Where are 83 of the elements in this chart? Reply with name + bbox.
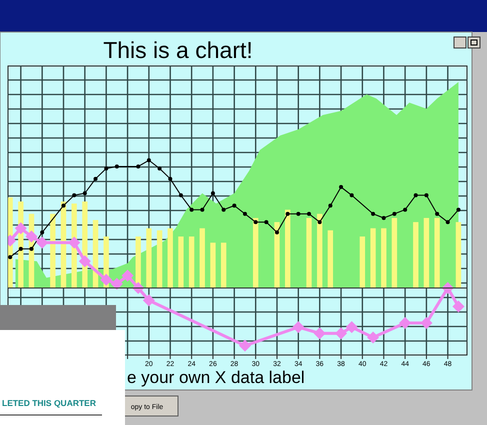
point bbox=[286, 212, 290, 216]
point bbox=[68, 236, 80, 249]
point bbox=[371, 212, 376, 216]
point bbox=[382, 216, 386, 220]
point bbox=[392, 212, 396, 216]
bar bbox=[178, 236, 184, 288]
point bbox=[8, 255, 12, 260]
point bbox=[456, 208, 460, 212]
bar bbox=[413, 222, 418, 288]
bar bbox=[210, 242, 216, 288]
point bbox=[168, 176, 172, 181]
point bbox=[318, 220, 322, 224]
text: LETED THIS QUARTER bbox=[2, 398, 96, 408]
point bbox=[314, 327, 326, 340]
bar bbox=[434, 218, 440, 288]
point bbox=[424, 193, 428, 198]
bar bbox=[306, 218, 312, 288]
point bbox=[36, 236, 48, 249]
bar bbox=[274, 222, 280, 288]
point bbox=[114, 164, 119, 168]
point bbox=[307, 212, 312, 216]
point bbox=[200, 208, 204, 212]
point bbox=[94, 176, 98, 181]
point bbox=[339, 185, 344, 190]
point bbox=[122, 270, 134, 282]
bar bbox=[381, 228, 386, 288]
point bbox=[238, 340, 251, 352]
point bbox=[403, 208, 408, 212]
point bbox=[296, 212, 300, 216]
point bbox=[210, 191, 215, 196]
bar bbox=[156, 230, 162, 288]
bar bbox=[252, 218, 258, 288]
point bbox=[232, 204, 236, 208]
point bbox=[18, 246, 23, 251]
bar bbox=[456, 222, 462, 288]
point bbox=[292, 321, 304, 334]
point bbox=[25, 230, 38, 242]
point bbox=[72, 193, 76, 198]
bar bbox=[50, 214, 56, 288]
chart-title: This is a chart! bbox=[103, 37, 253, 63]
point bbox=[328, 204, 332, 208]
x-axis-title: e your own X data label bbox=[127, 368, 305, 387]
point bbox=[367, 331, 380, 344]
point bbox=[100, 274, 112, 286]
point bbox=[104, 166, 108, 171]
bar bbox=[317, 214, 322, 288]
point bbox=[452, 300, 464, 313]
point bbox=[14, 222, 27, 234]
point bbox=[146, 158, 151, 162]
bar bbox=[424, 218, 430, 288]
point bbox=[82, 191, 87, 196]
point bbox=[136, 164, 140, 168]
bar bbox=[146, 228, 152, 288]
bar bbox=[328, 230, 334, 288]
bar bbox=[392, 218, 398, 288]
point bbox=[435, 212, 440, 216]
point bbox=[78, 255, 91, 268]
point bbox=[40, 230, 44, 234]
bar bbox=[60, 201, 66, 288]
point bbox=[414, 193, 418, 198]
bar bbox=[168, 228, 173, 288]
point bbox=[29, 246, 34, 251]
point bbox=[335, 327, 348, 340]
point bbox=[346, 321, 358, 334]
bar bbox=[370, 228, 376, 288]
point bbox=[222, 208, 226, 212]
bar bbox=[285, 210, 290, 288]
point bbox=[190, 208, 194, 212]
bar bbox=[360, 236, 366, 288]
point bbox=[178, 193, 183, 198]
point bbox=[242, 212, 247, 216]
bar bbox=[220, 242, 226, 288]
point bbox=[274, 230, 279, 234]
point bbox=[62, 204, 66, 208]
point bbox=[350, 193, 354, 198]
point bbox=[254, 220, 258, 224]
point bbox=[142, 294, 155, 306]
point bbox=[110, 278, 123, 290]
point bbox=[446, 220, 450, 224]
bar bbox=[200, 228, 205, 288]
bar bbox=[188, 236, 194, 288]
point bbox=[264, 220, 268, 224]
point bbox=[158, 166, 162, 171]
